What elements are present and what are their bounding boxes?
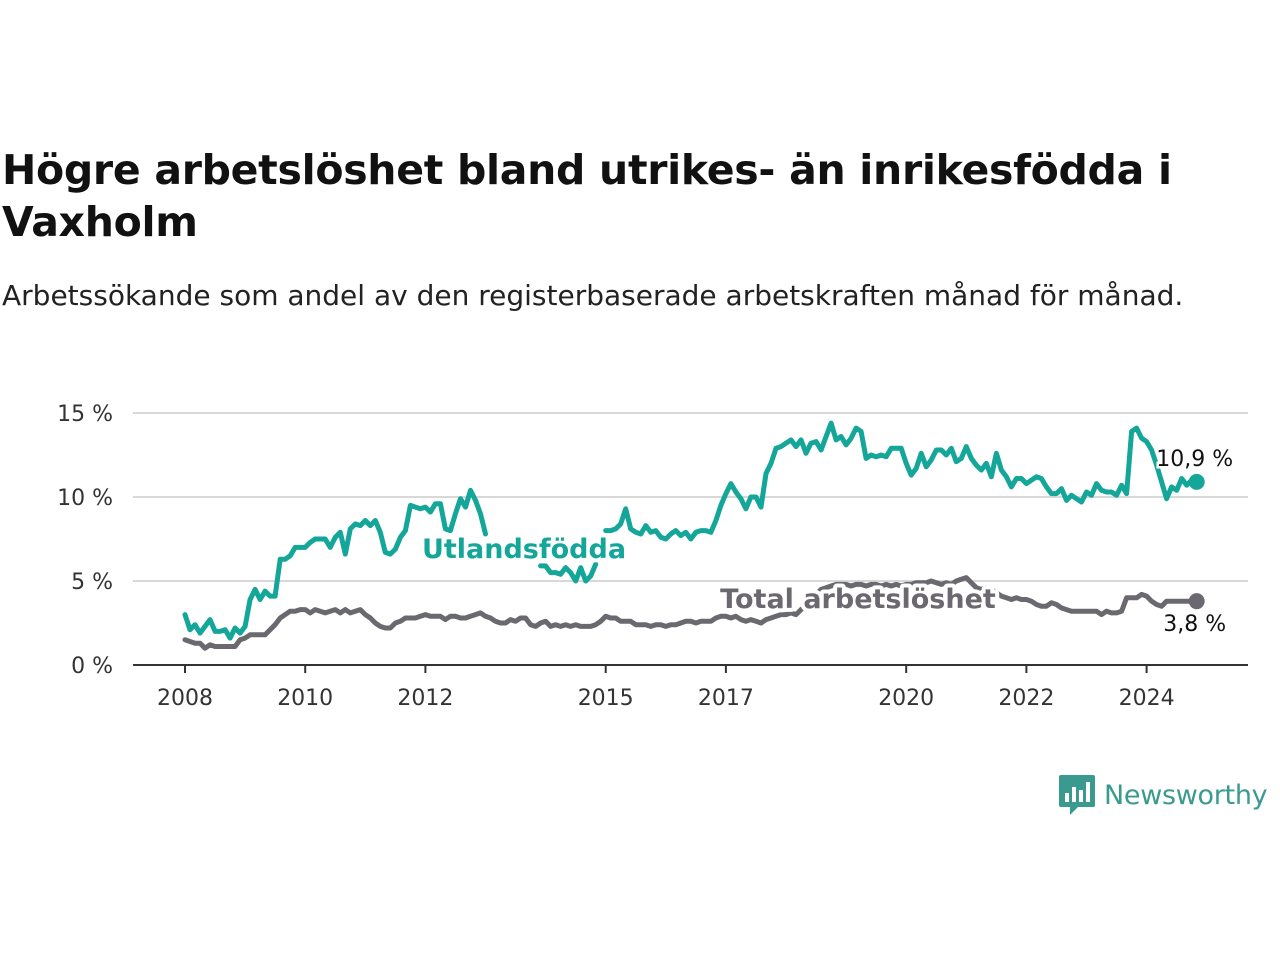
x-tick-label: 2017	[698, 686, 754, 711]
x-tick-label: 2020	[878, 686, 934, 711]
series-end-dot	[1188, 593, 1205, 610]
line-chart: 0 % 5 % 10 % 15 % 2008 2010 2012 2015 2017 2020 20…	[57, 402, 1248, 711]
x-tick-label: 2008	[157, 686, 213, 711]
grid-lines	[133, 412, 1248, 582]
x-tick-label: 2010	[277, 686, 333, 711]
x-tick-label: 2012	[397, 686, 453, 711]
x-tick-label: 2022	[998, 686, 1054, 711]
y-tick-label: 5 %	[71, 570, 113, 595]
series-end-label: 3,8 %	[1163, 612, 1226, 637]
series-line	[182, 420, 1200, 641]
y-tick-label: 10 %	[57, 486, 113, 511]
chart-subtitle: Arbetssökande som andel av den registerb…	[2, 279, 1184, 312]
newsworthy-logo: Newsworthy	[1058, 773, 1268, 817]
series-end-dot	[1188, 473, 1205, 490]
x-tick-label: 2024	[1119, 686, 1175, 711]
series-name-label: Total arbetslöshet	[720, 584, 996, 615]
axes: 0 % 5 % 10 % 15 % 2008 2010 2012 2015 2017 2020 20…	[57, 402, 1248, 711]
series-lines	[182, 420, 1205, 651]
chart-title: Högre arbetslöshet bland utrikes- än inr…	[2, 146, 1172, 246]
series-name-label: Utlandsfödda	[422, 534, 626, 565]
brand-name: Newsworthy	[1104, 779, 1268, 811]
series-end-label: 10,9 %	[1156, 447, 1233, 472]
bar-chart-speech-bubble-icon	[1058, 773, 1096, 817]
series-line	[182, 575, 1200, 651]
x-tick-label: 2015	[578, 686, 634, 711]
series-labels: 10,9 % 3,8 % Utlandsfödda Total arbetslöshe…	[418, 444, 1236, 639]
y-tick-label: 15 %	[57, 402, 113, 427]
y-tick-label: 0 %	[71, 654, 113, 679]
